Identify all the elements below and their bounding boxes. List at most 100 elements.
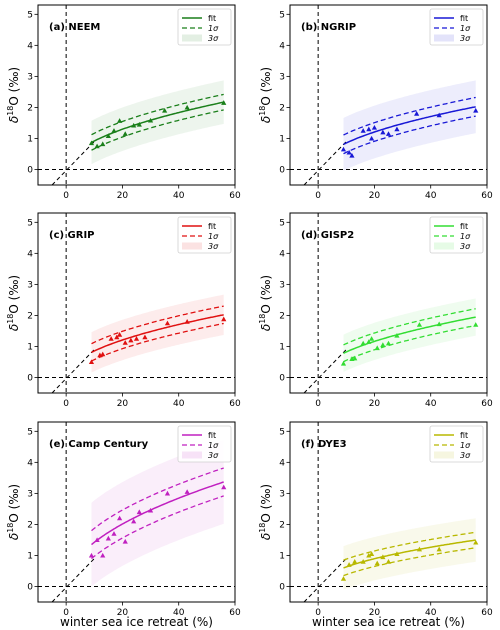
y-axis-label-delta: δ <box>259 533 273 540</box>
data-point <box>394 332 400 338</box>
y-axis-label-superscript: 18 <box>6 106 15 116</box>
data-point <box>117 118 123 123</box>
data-point <box>164 320 171 326</box>
data-point <box>436 321 442 327</box>
data-point <box>94 537 100 543</box>
y-tick-label: 3 <box>27 72 33 82</box>
data-point <box>473 539 479 545</box>
data-point <box>380 129 386 135</box>
data-point <box>105 535 111 541</box>
data-point <box>369 551 375 556</box>
data-point <box>473 107 479 113</box>
sigma1-upper-line <box>343 308 476 346</box>
data-point <box>374 560 380 566</box>
x-tick-label: 40 <box>173 399 185 409</box>
x-tick-label: 60 <box>229 191 241 201</box>
x-axis-label-right: winter sea ice retreat (%) <box>312 615 465 629</box>
legend-sigma1-label: 1σ <box>208 24 219 33</box>
legend-sigma3-label: 3σ <box>460 451 471 460</box>
data-point <box>394 551 400 556</box>
x-tick-label: 0 <box>315 608 321 618</box>
x-tick-label: 60 <box>229 399 241 409</box>
sigma1-upper-line <box>343 531 476 561</box>
y-tick-label: 0 <box>279 165 285 175</box>
y-axis-label-unit: O (‰) <box>7 484 21 523</box>
fit-line <box>343 316 476 354</box>
axes-frame <box>37 4 236 186</box>
y-tick-label: 5 <box>27 10 33 20</box>
data-point <box>117 515 123 521</box>
y-tick-label: 3 <box>27 489 33 499</box>
y-tick-label: 5 <box>279 218 285 228</box>
y-axis-label: δ18O (‰) <box>6 484 21 540</box>
data-point <box>100 552 106 558</box>
data-point <box>340 360 347 366</box>
x-tick-label: 20 <box>117 191 129 201</box>
panel-title: (e) Camp Century <box>49 439 149 450</box>
sigma1-lower-line <box>91 322 224 362</box>
axes-frame <box>37 421 236 603</box>
data-point <box>111 128 117 133</box>
data-point <box>164 490 171 496</box>
y-tick-label: 2 <box>279 520 285 530</box>
sigma1-lower-line <box>343 324 476 363</box>
panel-5: 0 20 40 60 0 1 2 3 4 5 (e) Camp Century δ18O (‰) fit… <box>6 421 241 618</box>
data-point <box>352 559 358 564</box>
plot-area <box>38 213 235 393</box>
data-point <box>374 345 380 351</box>
data-point <box>184 104 190 110</box>
data-point <box>360 340 366 346</box>
y-tick-label: 4 <box>27 249 33 259</box>
origin-extrapolation-line <box>51 349 95 393</box>
legend-sigma3-label: 3σ <box>460 34 471 43</box>
x-tick-label: 20 <box>117 399 129 409</box>
data-point <box>131 518 137 524</box>
data-point <box>385 559 392 564</box>
y-tick-label: 4 <box>279 249 285 259</box>
y-axis-label: δ18O (‰) <box>258 484 273 540</box>
data-point <box>122 340 128 345</box>
y-axis-label-superscript: 18 <box>6 314 15 324</box>
y-tick-label: 4 <box>279 41 285 51</box>
plot-area <box>38 5 235 185</box>
axes-frame <box>289 421 488 603</box>
y-axis-label-superscript: 18 <box>6 523 15 533</box>
data-point <box>414 111 420 116</box>
legend-sigma3-swatch <box>434 242 454 250</box>
y-tick-label: 2 <box>27 103 33 113</box>
data-point <box>349 152 355 158</box>
y-tick-label: 1 <box>279 134 285 144</box>
y-axis-label-unit: O (‰) <box>7 275 21 314</box>
legend-sigma1-label: 1σ <box>208 232 219 241</box>
y-axis-label: δ18O (‰) <box>258 67 273 123</box>
data-point <box>108 336 114 341</box>
data-point <box>100 351 106 357</box>
x-tick-label: 40 <box>425 608 437 618</box>
y-tick-label: 4 <box>279 458 285 468</box>
legend-sigma3-label: 3σ <box>208 451 219 460</box>
y-tick-label: 1 <box>279 551 285 561</box>
panel-title: (d) GISP2 <box>301 230 354 241</box>
data-point <box>94 143 100 149</box>
y-tick-label: 1 <box>279 342 285 352</box>
data-point <box>385 340 392 346</box>
data-point <box>184 319 190 324</box>
data-point <box>346 149 352 155</box>
x-tick-label: 40 <box>173 608 185 618</box>
x-tick-label: 60 <box>481 608 493 618</box>
y-tick-label: 1 <box>27 342 33 352</box>
y-axis-label-unit: O (‰) <box>259 484 273 523</box>
legend-sigma1-label: 1σ <box>460 24 471 33</box>
data-point <box>221 484 227 490</box>
legend-sigma3-swatch <box>182 34 202 42</box>
data-point <box>131 122 137 128</box>
data-point <box>385 131 392 136</box>
panel-title: (f) DYE3 <box>301 439 347 450</box>
y-axis-label-unit: O (‰) <box>259 67 273 106</box>
sigma1-lower-line <box>343 115 476 155</box>
legend-fit-label: fit <box>460 222 468 231</box>
data-point <box>340 576 347 581</box>
legend-sigma3-swatch <box>182 451 202 459</box>
origin-extrapolation-line <box>303 558 347 602</box>
